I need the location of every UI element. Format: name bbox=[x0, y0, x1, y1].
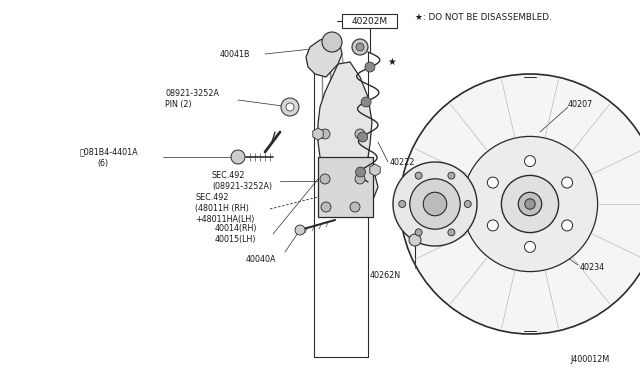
Text: 40234: 40234 bbox=[580, 263, 605, 272]
Polygon shape bbox=[238, 157, 245, 163]
Circle shape bbox=[365, 62, 375, 72]
Circle shape bbox=[525, 155, 536, 167]
Circle shape bbox=[350, 202, 360, 212]
Circle shape bbox=[321, 202, 331, 212]
Text: +48011HA(LH): +48011HA(LH) bbox=[195, 215, 254, 224]
Polygon shape bbox=[370, 164, 380, 176]
Text: 40014(RH): 40014(RH) bbox=[215, 224, 257, 232]
Circle shape bbox=[399, 201, 406, 208]
Circle shape bbox=[400, 74, 640, 334]
Text: PIN (2): PIN (2) bbox=[165, 99, 191, 109]
Circle shape bbox=[562, 220, 573, 231]
Circle shape bbox=[295, 225, 305, 235]
Text: Ⓑ081B4-4401A: Ⓑ081B4-4401A bbox=[80, 148, 139, 157]
Polygon shape bbox=[234, 151, 241, 157]
Circle shape bbox=[320, 129, 330, 139]
Circle shape bbox=[462, 137, 598, 272]
Circle shape bbox=[487, 220, 499, 231]
Circle shape bbox=[464, 201, 471, 208]
Polygon shape bbox=[318, 62, 378, 214]
Circle shape bbox=[423, 192, 447, 216]
Text: 40041B: 40041B bbox=[220, 49, 250, 58]
Text: 40222: 40222 bbox=[390, 157, 415, 167]
Circle shape bbox=[286, 103, 294, 111]
Text: SEC.492: SEC.492 bbox=[195, 192, 228, 202]
Circle shape bbox=[361, 97, 371, 107]
Circle shape bbox=[501, 176, 559, 232]
Circle shape bbox=[358, 132, 368, 142]
Circle shape bbox=[415, 172, 422, 179]
Text: 40202M: 40202M bbox=[352, 16, 388, 26]
Text: 40262N: 40262N bbox=[369, 272, 401, 280]
Polygon shape bbox=[231, 151, 238, 157]
Circle shape bbox=[320, 174, 330, 184]
Circle shape bbox=[525, 199, 535, 209]
Text: (6): (6) bbox=[97, 158, 108, 167]
Circle shape bbox=[356, 43, 364, 51]
Circle shape bbox=[355, 129, 365, 139]
Circle shape bbox=[393, 162, 477, 246]
Circle shape bbox=[355, 174, 365, 184]
Text: 40015(LH): 40015(LH) bbox=[215, 234, 257, 244]
Circle shape bbox=[355, 167, 365, 177]
Circle shape bbox=[448, 172, 455, 179]
Text: ★: ★ bbox=[388, 57, 396, 67]
Text: SEC.492: SEC.492 bbox=[212, 170, 246, 180]
Circle shape bbox=[281, 98, 299, 116]
Circle shape bbox=[448, 229, 455, 236]
Circle shape bbox=[487, 177, 499, 188]
Polygon shape bbox=[231, 157, 238, 163]
Polygon shape bbox=[306, 37, 342, 77]
Circle shape bbox=[525, 241, 536, 252]
Bar bbox=[342, 14, 397, 28]
Polygon shape bbox=[238, 151, 245, 157]
Polygon shape bbox=[234, 157, 241, 163]
Circle shape bbox=[415, 229, 422, 236]
Circle shape bbox=[518, 192, 541, 216]
Text: J400012M: J400012M bbox=[571, 356, 610, 365]
Text: (48011H (RH): (48011H (RH) bbox=[195, 203, 249, 212]
Text: ★: DO NOT BE DISASSEMBLED.: ★: DO NOT BE DISASSEMBLED. bbox=[415, 13, 552, 22]
Text: (08921-3252A): (08921-3252A) bbox=[212, 182, 272, 190]
Bar bbox=[318, 157, 373, 217]
Circle shape bbox=[410, 179, 460, 229]
Circle shape bbox=[562, 177, 573, 188]
Polygon shape bbox=[313, 128, 323, 140]
Text: 08921-3252A: 08921-3252A bbox=[165, 89, 219, 97]
Text: 40207: 40207 bbox=[568, 99, 593, 109]
Circle shape bbox=[352, 39, 368, 55]
Circle shape bbox=[322, 32, 342, 52]
Circle shape bbox=[409, 234, 421, 246]
Text: 40040A: 40040A bbox=[246, 256, 276, 264]
